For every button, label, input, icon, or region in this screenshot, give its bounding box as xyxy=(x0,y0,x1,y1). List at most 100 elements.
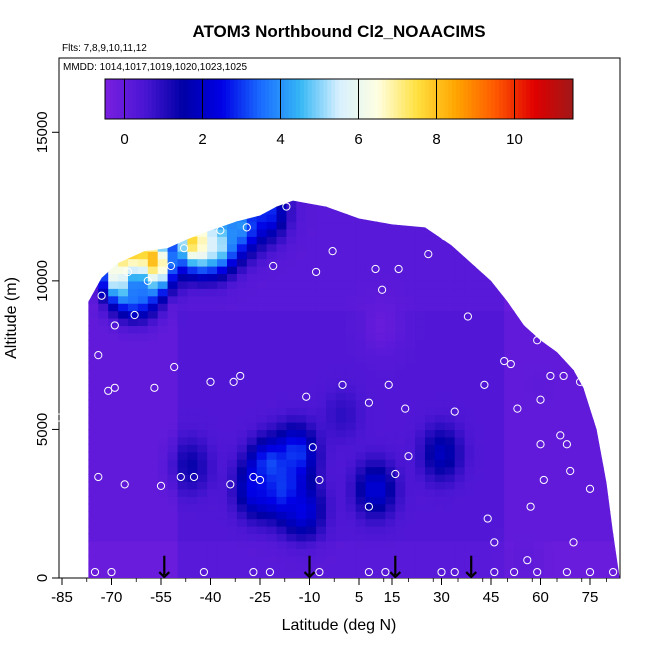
heat-cell xyxy=(415,466,426,475)
heat-cell xyxy=(464,332,476,341)
heat-cell xyxy=(514,206,525,215)
heat-cell xyxy=(474,548,485,557)
heat-cell xyxy=(593,370,604,379)
heat-cell xyxy=(395,325,406,334)
heat-cell xyxy=(563,459,575,468)
colorbar-swatch xyxy=(537,79,543,119)
heat-cell xyxy=(345,459,357,468)
heat-cell xyxy=(108,444,119,453)
heat-cell xyxy=(236,243,248,252)
heat-cell xyxy=(593,221,604,230)
heat-cell xyxy=(59,266,69,274)
heat-cell xyxy=(524,370,535,379)
heat-cell xyxy=(415,280,426,289)
heat-cell xyxy=(365,325,377,334)
heat-cell xyxy=(623,296,634,304)
colorbar-swatch xyxy=(370,79,375,119)
sample-point xyxy=(401,404,410,413)
heat-cell xyxy=(553,236,565,245)
heat-cell xyxy=(276,295,287,304)
heat-cell xyxy=(157,251,169,260)
heat-cell xyxy=(405,192,416,200)
heat-cell xyxy=(236,228,248,237)
heat-cell xyxy=(69,325,80,333)
heat-cell xyxy=(88,555,99,564)
heat-cell xyxy=(88,422,89,431)
heat-cell xyxy=(375,206,386,215)
colorbar-tick-label: 6 xyxy=(354,131,362,148)
heat-cell xyxy=(335,466,347,475)
heat-cell xyxy=(187,414,198,423)
heat-cell xyxy=(464,318,476,327)
colorbar-swatch xyxy=(522,79,527,119)
heat-cell xyxy=(553,228,565,237)
heat-cell xyxy=(128,451,139,460)
heat-cell xyxy=(573,280,584,289)
heat-cell xyxy=(385,563,396,572)
heat-cell xyxy=(296,295,307,304)
y-tick-label: 0 xyxy=(34,574,51,582)
heat-cell xyxy=(217,377,228,386)
heat-cell xyxy=(306,192,317,200)
heat-cell xyxy=(276,496,287,505)
heat-cell xyxy=(345,347,357,356)
heat-cell xyxy=(177,474,188,483)
heat-cell xyxy=(484,422,495,431)
heat-cell xyxy=(355,451,367,460)
sample-point xyxy=(180,244,189,253)
heat-cell xyxy=(553,221,565,230)
heat-cell xyxy=(454,377,466,386)
heat-cell xyxy=(207,362,218,371)
heat-cell xyxy=(474,444,485,453)
heat-cell xyxy=(415,451,426,460)
heat-cell xyxy=(197,474,208,483)
heat-cell xyxy=(494,444,505,453)
heat-cell xyxy=(306,526,317,535)
heat-cell xyxy=(256,384,268,393)
heat-cell xyxy=(335,503,347,512)
heat-cell xyxy=(504,496,515,505)
heat-cell xyxy=(118,466,129,475)
heat-cell xyxy=(623,452,634,460)
heat-cell xyxy=(405,436,416,445)
heat-cell xyxy=(454,518,466,527)
heat-cell xyxy=(316,221,327,230)
heat-cell xyxy=(187,318,198,327)
heat-cell xyxy=(434,258,446,267)
heat-cell xyxy=(613,444,620,453)
heat-cell xyxy=(59,422,69,430)
heat-cell xyxy=(454,325,466,334)
heat-cell xyxy=(553,347,565,356)
sample-point xyxy=(199,567,208,577)
heat-cell xyxy=(335,280,347,289)
heat-cell xyxy=(504,273,515,282)
heat-cell xyxy=(623,467,634,475)
heat-cell xyxy=(217,288,228,297)
heat-cell xyxy=(375,273,386,282)
heat-cell xyxy=(157,214,169,223)
heat-cell xyxy=(425,533,436,542)
heat-cell xyxy=(335,429,347,438)
heat-cell xyxy=(355,548,367,557)
colorbar-swatch xyxy=(463,79,469,119)
heat-cell xyxy=(395,414,406,423)
heat-cell xyxy=(335,436,347,445)
heat-cell xyxy=(108,258,119,267)
heat-cell xyxy=(98,236,109,245)
sample-point xyxy=(150,383,159,392)
heat-cell xyxy=(227,511,238,520)
heat-cell xyxy=(444,251,456,260)
heat-cell xyxy=(543,474,555,483)
heat-cell xyxy=(326,399,337,408)
heat-cell xyxy=(266,273,278,282)
heat-cell xyxy=(147,496,159,505)
heat-cell xyxy=(504,303,515,312)
heat-cell xyxy=(88,488,89,497)
heat-cell xyxy=(59,459,69,467)
heat-cell xyxy=(405,236,416,245)
heat-cell xyxy=(405,533,416,542)
heat-cell xyxy=(484,392,495,401)
heat-cell xyxy=(167,466,179,475)
heat-cell xyxy=(227,384,238,393)
heat-cell xyxy=(98,474,109,483)
